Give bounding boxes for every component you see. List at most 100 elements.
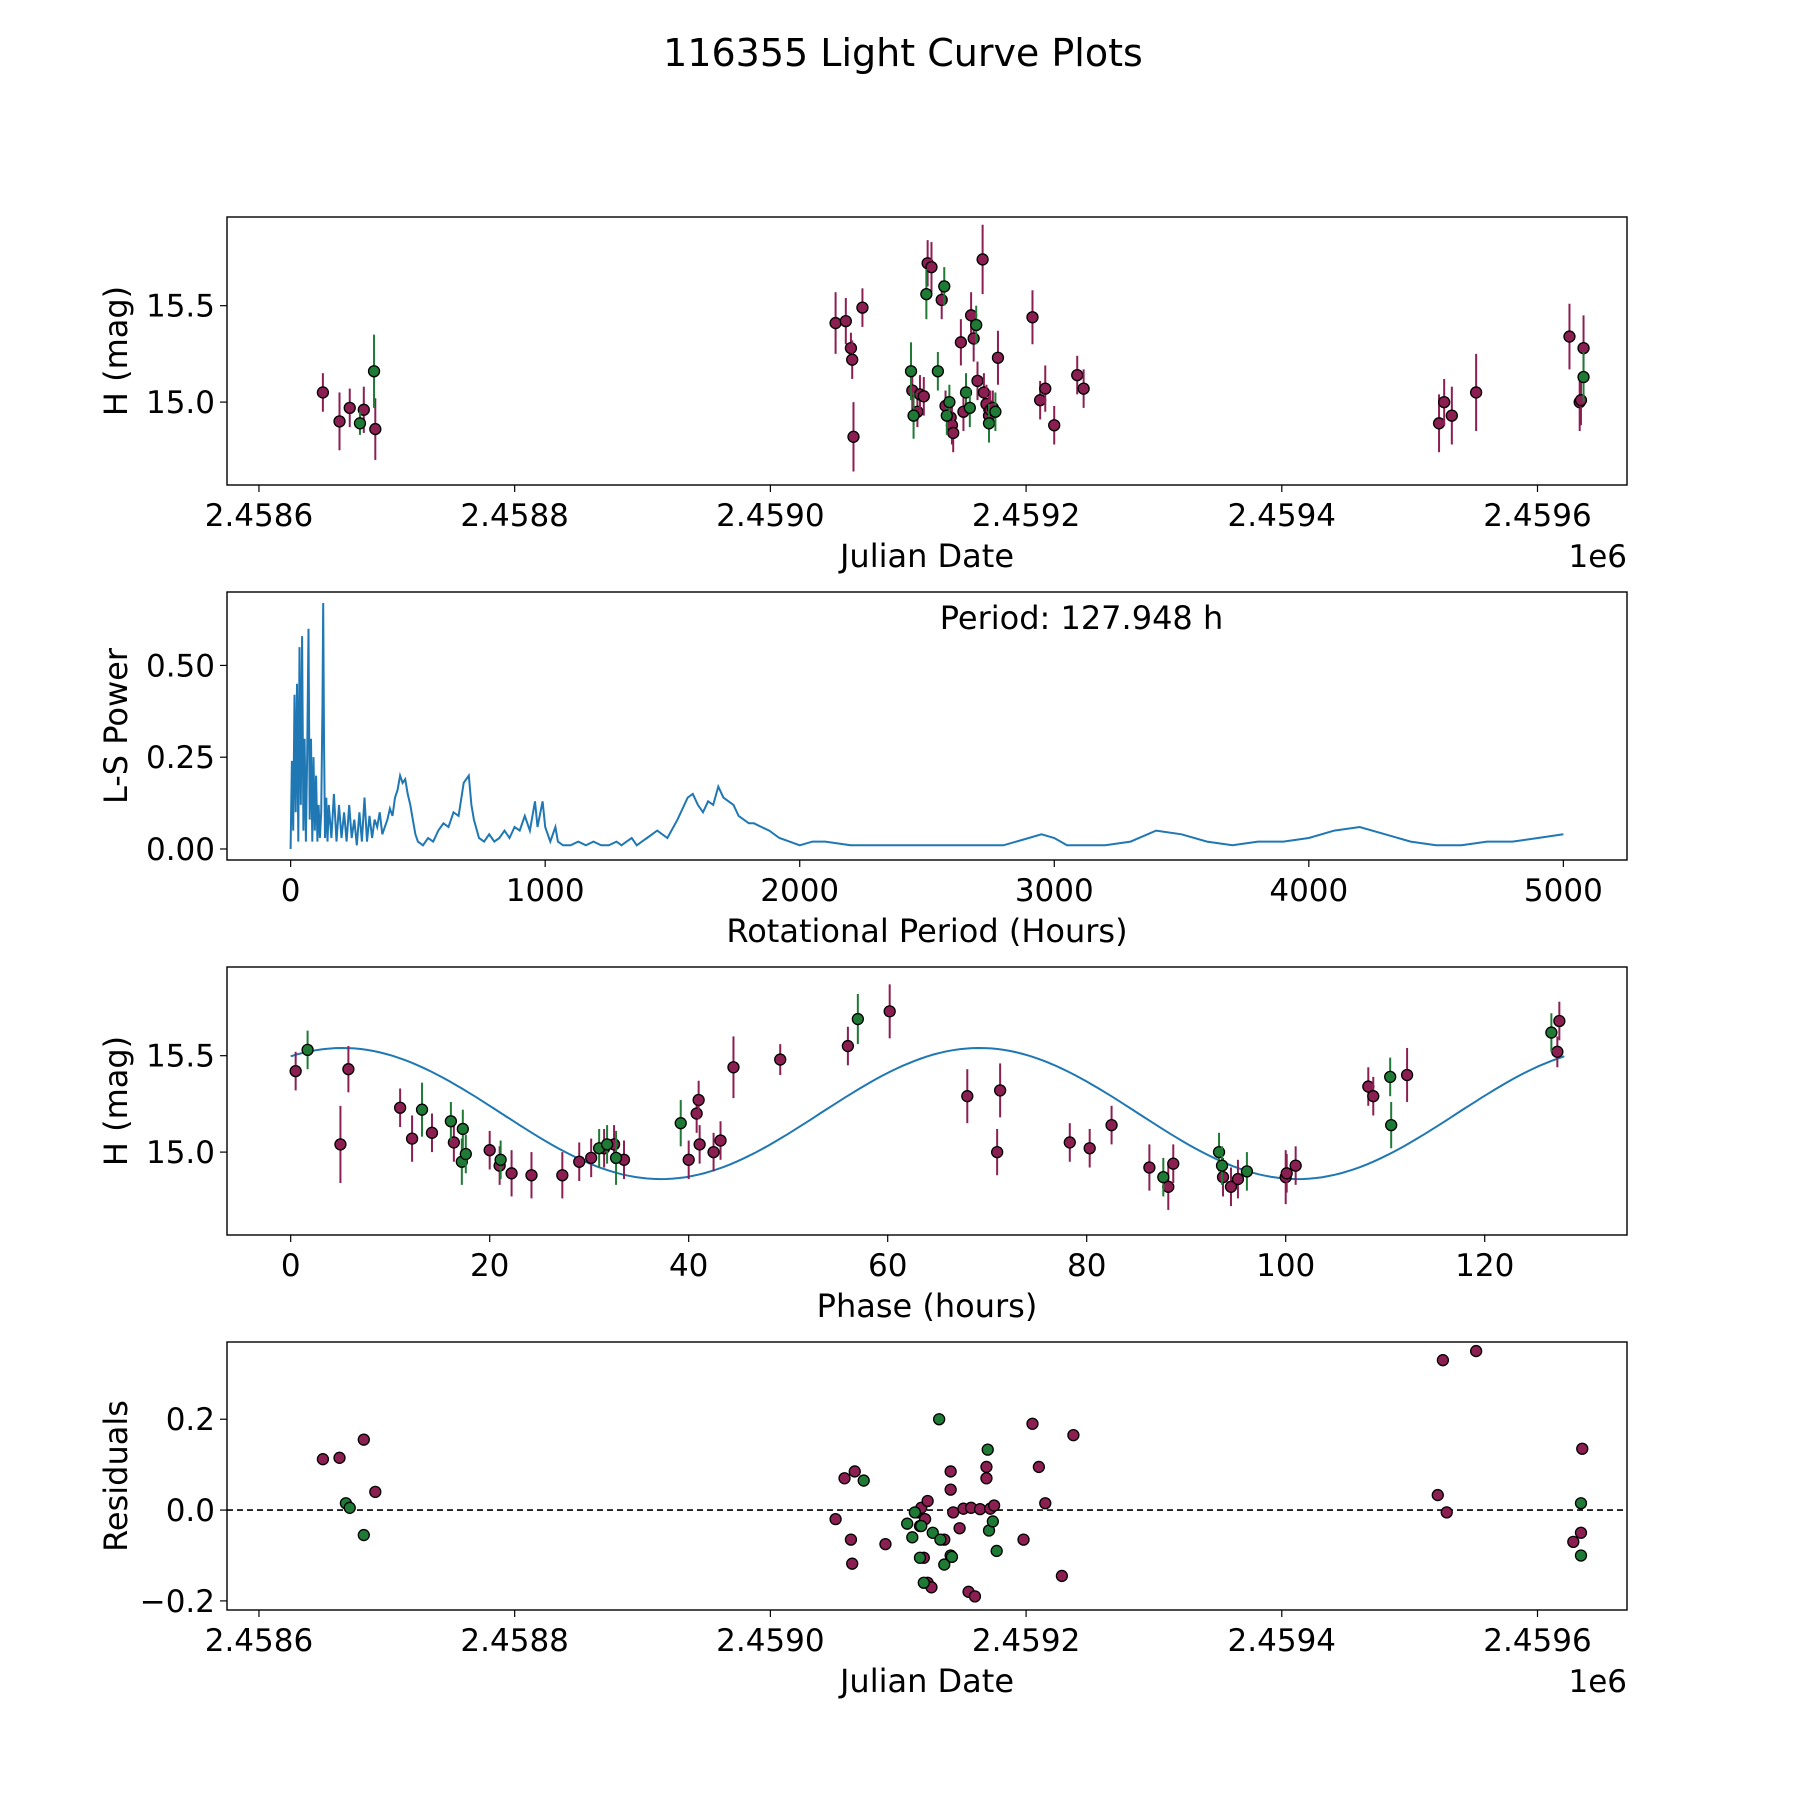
data-point-maroon bbox=[289, 1064, 302, 1078]
data-point-green bbox=[674, 1117, 687, 1130]
data-point-maroon bbox=[917, 390, 930, 403]
data-point-green bbox=[1157, 1171, 1170, 1184]
axes-frame bbox=[226, 966, 1628, 1236]
x-tick-label: 60 bbox=[868, 1248, 907, 1284]
x-tick-label: 40 bbox=[669, 1248, 708, 1284]
data-point-maroon bbox=[1553, 1014, 1566, 1028]
data-point-green bbox=[970, 318, 983, 332]
data-point-maroon bbox=[690, 1107, 703, 1120]
data-point-green bbox=[934, 1533, 947, 1546]
data-point-green bbox=[301, 1043, 314, 1057]
axes-frame bbox=[226, 1341, 1628, 1611]
data-point-maroon bbox=[968, 1590, 982, 1603]
y-tick-label: 15.0 bbox=[146, 1135, 215, 1171]
data-point-maroon bbox=[405, 1132, 419, 1145]
x-tick-label: 2.4586 bbox=[205, 498, 313, 534]
y-axis-label: H (mag) bbox=[97, 286, 135, 416]
data-point-maroon bbox=[838, 1472, 851, 1485]
data-point-maroon bbox=[1445, 409, 1458, 422]
data-point-green bbox=[931, 365, 945, 378]
data-point-maroon bbox=[947, 1506, 960, 1519]
data-point-maroon bbox=[829, 1513, 842, 1526]
data-point-green bbox=[907, 409, 920, 422]
data-point-maroon bbox=[980, 1472, 993, 1485]
data-point-maroon bbox=[935, 293, 948, 307]
data-point-maroon bbox=[977, 386, 991, 399]
data-point-maroon bbox=[1577, 341, 1590, 355]
data-point-maroon bbox=[1167, 1157, 1180, 1170]
data-point-maroon bbox=[1224, 1180, 1238, 1193]
data-point-maroon bbox=[1105, 1118, 1118, 1132]
data-point-maroon bbox=[990, 1145, 1004, 1159]
data-point-green bbox=[367, 365, 381, 378]
data-point-maroon bbox=[693, 1138, 706, 1151]
data-point-green bbox=[945, 1550, 959, 1564]
x-axis-label: Julian Date bbox=[838, 537, 1014, 575]
data-point-maroon bbox=[1567, 1535, 1580, 1549]
data-point-maroon bbox=[993, 1084, 1007, 1097]
figure-title: 116355 Light Curve Plots bbox=[663, 31, 1143, 75]
data-point-maroon bbox=[1574, 1526, 1588, 1539]
data-point-maroon bbox=[1067, 1428, 1080, 1442]
data-point-maroon bbox=[1432, 417, 1446, 430]
data-point-maroon bbox=[848, 1465, 861, 1478]
data-point-green bbox=[959, 386, 973, 399]
data-point-maroon bbox=[333, 1451, 346, 1464]
x-axis-label: Phase (hours) bbox=[817, 1287, 1038, 1325]
data-point-maroon bbox=[1077, 382, 1090, 395]
data-point-green bbox=[901, 1517, 914, 1530]
data-point-green bbox=[444, 1115, 458, 1128]
x-tick-label: 2.4588 bbox=[460, 498, 568, 534]
data-point-maroon bbox=[1039, 1497, 1052, 1510]
data-point-maroon bbox=[1026, 1417, 1039, 1430]
data-point-maroon bbox=[839, 314, 852, 328]
data-point-maroon bbox=[1231, 1172, 1245, 1186]
data-point-green bbox=[906, 1531, 919, 1544]
data-point-green bbox=[353, 417, 367, 430]
data-point-maroon bbox=[1280, 1167, 1293, 1180]
data-point-green bbox=[459, 1147, 472, 1161]
data-point-maroon bbox=[1574, 394, 1588, 407]
data-point-green bbox=[415, 1103, 429, 1116]
x-offset-label: 1e6 bbox=[1568, 1664, 1627, 1700]
y-tick-label: 0.50 bbox=[146, 648, 215, 684]
data-point-maroon bbox=[369, 1485, 382, 1499]
y-tick-label: 0.25 bbox=[146, 740, 215, 776]
data-point-maroon bbox=[1063, 1136, 1076, 1149]
data-point-maroon bbox=[846, 353, 859, 366]
data-point-maroon bbox=[342, 1063, 355, 1076]
y-tick-label: −0.2 bbox=[140, 1584, 215, 1620]
data-point-green bbox=[908, 1506, 922, 1519]
data-point-green bbox=[989, 405, 1002, 418]
data-point-maroon bbox=[925, 260, 938, 274]
data-point-maroon bbox=[1017, 1533, 1030, 1546]
data-point-green bbox=[494, 1153, 507, 1166]
x-tick-label: 2.4596 bbox=[1483, 498, 1591, 534]
data-point-green bbox=[1577, 370, 1590, 384]
data-point-maroon bbox=[844, 1533, 858, 1546]
data-point-maroon bbox=[1039, 382, 1052, 395]
data-point-green bbox=[920, 287, 933, 301]
data-point-maroon bbox=[829, 316, 842, 330]
data-point-maroon bbox=[1469, 386, 1483, 399]
data-point-green bbox=[857, 1474, 870, 1487]
x-tick-label: 2.4588 bbox=[460, 1623, 568, 1659]
data-point-maroon bbox=[369, 422, 382, 436]
data-point-maroon bbox=[971, 374, 984, 388]
data-point-green bbox=[600, 1138, 614, 1151]
x-tick-label: 0 bbox=[281, 873, 301, 909]
data-point-maroon bbox=[714, 1134, 727, 1147]
data-point-maroon bbox=[1551, 1045, 1564, 1058]
data-point-maroon bbox=[316, 386, 330, 399]
data-point-maroon bbox=[991, 351, 1005, 364]
data-point-green bbox=[357, 1528, 370, 1542]
x-tick-label: 3000 bbox=[1015, 873, 1094, 909]
data-point-maroon bbox=[556, 1169, 569, 1182]
data-point-maroon bbox=[1055, 1569, 1069, 1583]
data-point-green bbox=[609, 1151, 623, 1165]
data-point-green bbox=[963, 401, 976, 415]
data-point-green bbox=[932, 1413, 946, 1426]
x-tick-label: 2.4594 bbox=[1228, 498, 1336, 534]
x-axis-label: Julian Date bbox=[838, 1662, 1014, 1700]
data-point-maroon bbox=[973, 1503, 987, 1516]
